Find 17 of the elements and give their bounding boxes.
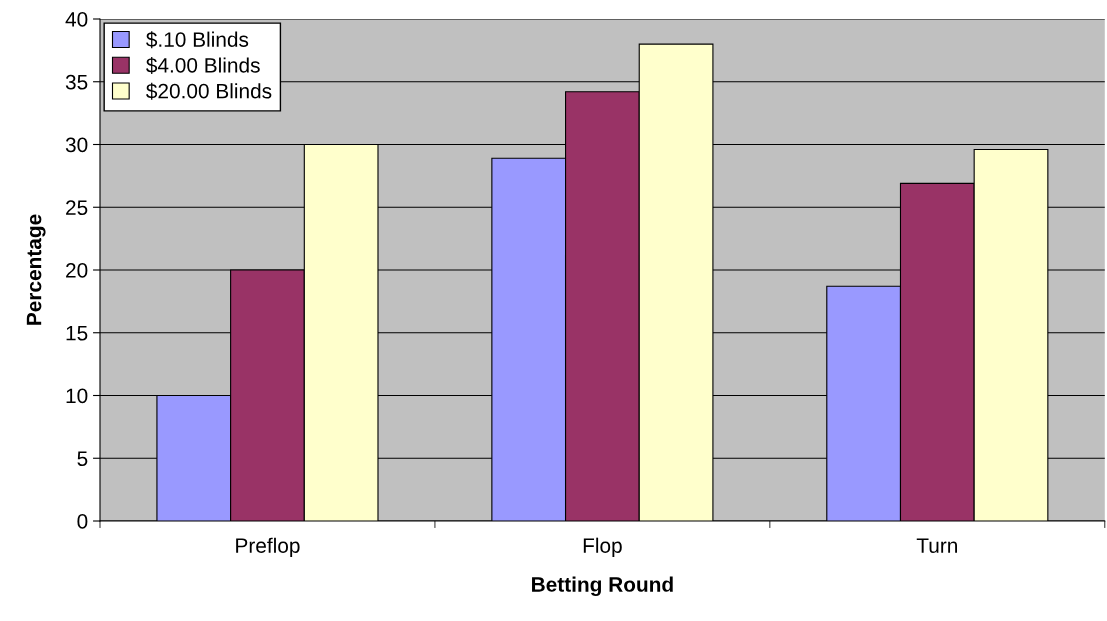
x-tick-label: Turn [916, 538, 957, 553]
x-tick-label: Flop [583, 537, 622, 558]
y-tick-label: 20 [66, 263, 88, 278]
y-tick-label: 30 [65, 137, 88, 153]
y-tick-label: 35 [65, 74, 88, 90]
y-tick-label: 25 [66, 200, 88, 215]
x-axis-title: Betting Round [532, 576, 673, 597]
y-tick-label: 0 [77, 514, 88, 529]
legend-label: $4.00 Blinds [146, 57, 260, 74]
legend-label: $20.00 Blinds [146, 82, 272, 100]
y-tick-label: 15 [66, 325, 88, 341]
x-tick-label: Preflop [236, 537, 300, 558]
y-axis-title: Percentage [26, 214, 46, 325]
y-tick-label: 40 [65, 12, 88, 27]
legend-label: $.10 Blinds [146, 31, 249, 49]
y-tick-label: 5 [77, 451, 88, 466]
y-tick-label: 10 [66, 388, 88, 404]
